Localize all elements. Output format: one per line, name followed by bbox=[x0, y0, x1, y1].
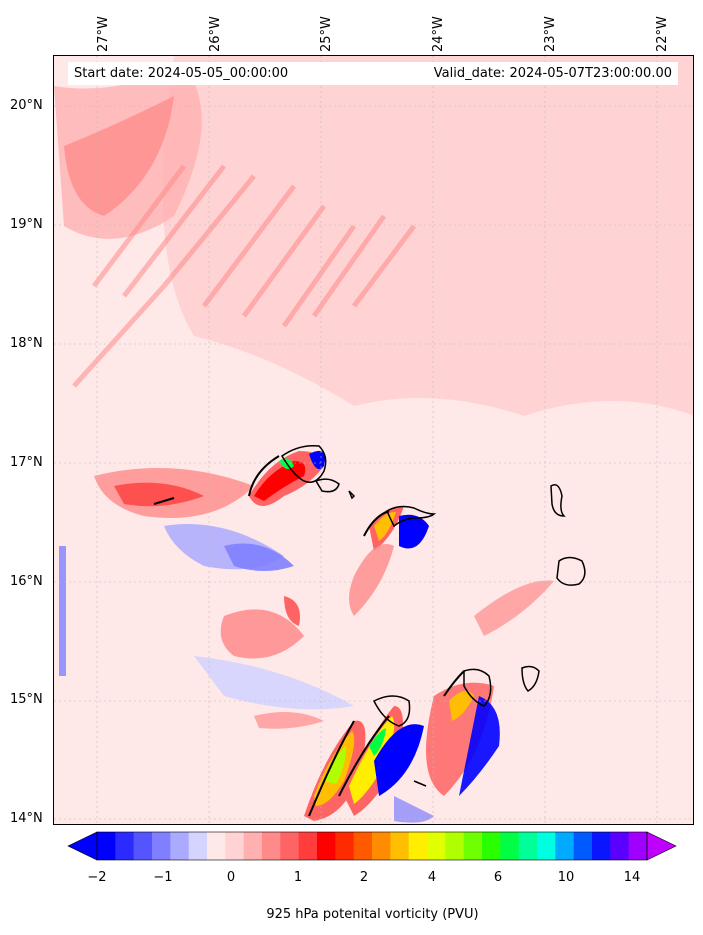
colorbar-cell bbox=[463, 832, 483, 860]
valid-date-label: Valid_date: 2024-05-07T23:00:00.00 bbox=[433, 66, 672, 81]
lon-label-22w: 22°W bbox=[655, 16, 670, 52]
colorbar-cell bbox=[555, 832, 575, 860]
lat-label-19n: 19°N bbox=[10, 217, 43, 232]
lon-label-26w: 26°W bbox=[208, 16, 223, 52]
cbar-tick-label: 1 bbox=[293, 870, 303, 885]
start-date-label: Start date: 2024-05-05_00:00:00 bbox=[74, 66, 289, 81]
lat-label-14n: 14°N bbox=[10, 811, 43, 826]
colorbar-cell bbox=[427, 832, 446, 860]
colorbar-over-triangle bbox=[646, 831, 677, 861]
map-panel[interactable] bbox=[53, 55, 694, 825]
colorbar-cell bbox=[500, 832, 520, 860]
lon-label-24w: 24°W bbox=[431, 16, 446, 52]
colorbar-cell bbox=[97, 832, 116, 860]
colorbar-cell bbox=[188, 832, 208, 860]
lat-label-18n: 18°N bbox=[10, 336, 43, 351]
cbar-tick-label: 4 bbox=[427, 870, 437, 885]
potential-vorticity-field bbox=[54, 56, 693, 824]
colorbar-cell bbox=[115, 832, 135, 860]
colorbar-cell bbox=[573, 832, 593, 860]
colorbar-cell bbox=[518, 832, 538, 860]
colorbar-cell bbox=[628, 832, 648, 860]
lat-label-20n: 20°N bbox=[10, 98, 43, 113]
cbar-tick-label: 14 bbox=[623, 870, 641, 885]
cbar-tick-label: 0 bbox=[226, 870, 236, 885]
colorbar-cell bbox=[335, 832, 355, 860]
colorbar-cell bbox=[610, 832, 630, 860]
colorbar-under-triangle bbox=[67, 831, 98, 861]
colorbar-cell bbox=[243, 832, 263, 860]
colorbar-cell bbox=[262, 832, 281, 860]
colorbar-cell bbox=[225, 832, 245, 860]
colorbar-cell bbox=[353, 832, 373, 860]
colorbar-cell bbox=[317, 832, 336, 860]
lon-label-23w: 23°W bbox=[543, 16, 558, 52]
colorbar-cell bbox=[207, 832, 226, 860]
colorbar-cell bbox=[592, 832, 611, 860]
cbar-tick-label: 6 bbox=[493, 870, 503, 885]
lon-label-25w: 25°W bbox=[319, 16, 334, 52]
date-info-box: Start date: 2024-05-05_00:00:00 Valid_da… bbox=[68, 62, 678, 85]
colorbar-cell bbox=[408, 832, 428, 860]
colorbar-cell bbox=[170, 832, 190, 860]
cbar-tick-label: 10 bbox=[557, 870, 575, 885]
cbar-tick-label: 2 bbox=[359, 870, 369, 885]
colorbar-cell bbox=[372, 832, 391, 860]
colorbar-cell bbox=[390, 832, 410, 860]
colorbar-cell bbox=[133, 832, 153, 860]
colorbar-cell bbox=[482, 832, 501, 860]
colorbar-label: 925 hPa potenital vorticity (PVU) bbox=[266, 907, 479, 922]
cbar-tick-label: −2 bbox=[87, 870, 107, 885]
colorbar-cell bbox=[298, 832, 318, 860]
colorbar-cell bbox=[445, 832, 465, 860]
colorbar bbox=[67, 831, 677, 861]
lat-label-15n: 15°N bbox=[10, 692, 43, 707]
lat-label-17n: 17°N bbox=[10, 455, 43, 470]
lon-label-27w: 27°W bbox=[96, 16, 111, 52]
cbar-tick-label: −1 bbox=[153, 870, 173, 885]
lat-label-16n: 16°N bbox=[10, 574, 43, 589]
colorbar-cell bbox=[152, 832, 171, 860]
colorbar-cell bbox=[537, 832, 556, 860]
colorbar-cell bbox=[280, 832, 300, 860]
